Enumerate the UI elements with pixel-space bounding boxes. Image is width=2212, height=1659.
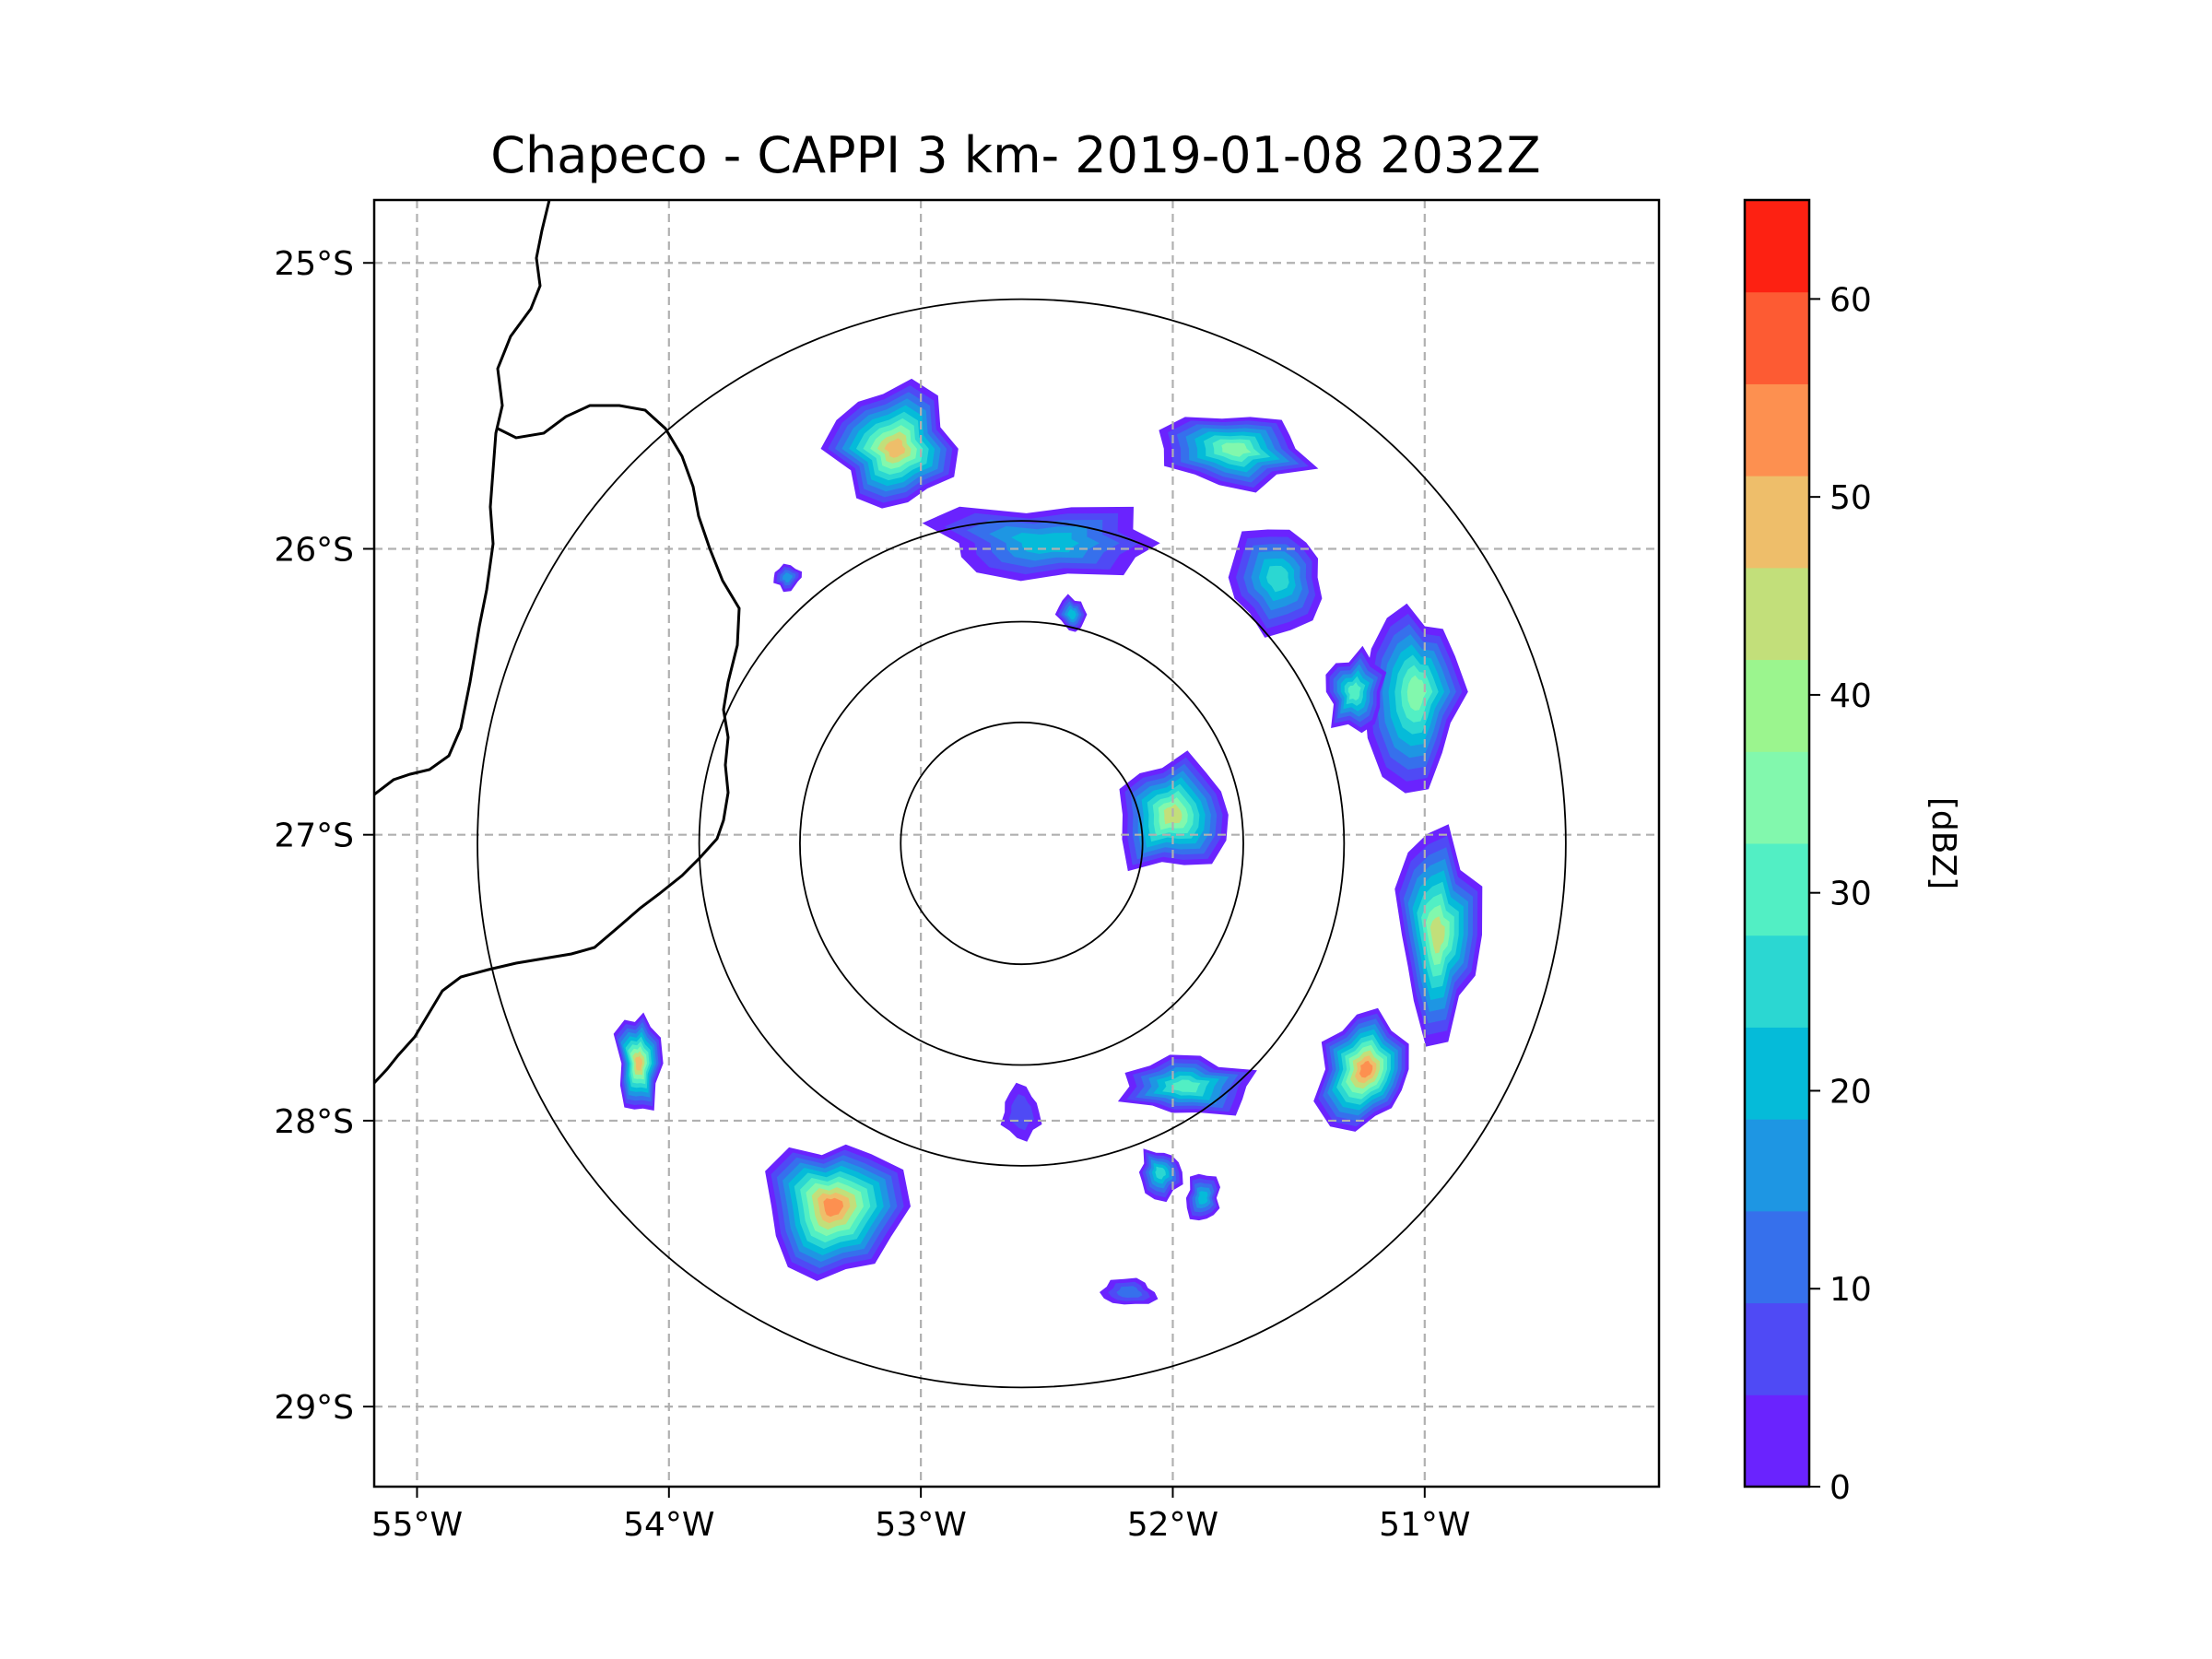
colorbar-segment xyxy=(1745,200,1809,293)
colorbar-tick-label: 10 xyxy=(1830,1271,1872,1309)
range-ring xyxy=(900,721,1144,966)
reflectivity-layer xyxy=(613,378,1483,1305)
echo-contour xyxy=(782,572,793,582)
colorbar-label: [dBZ] xyxy=(1924,797,1962,889)
colorbar-segment xyxy=(1745,1210,1809,1304)
colorbar-tick-label: 30 xyxy=(1830,876,1872,913)
colorbar-tick-label: 60 xyxy=(1830,281,1872,319)
echo-contour xyxy=(1198,1191,1208,1205)
chart-title: Chapeco - CAPPI 3 km- 2019-01-08 2032Z xyxy=(490,126,1540,184)
echo-contour xyxy=(634,1055,642,1071)
echo-contour xyxy=(1066,608,1077,620)
echo-cell xyxy=(1159,417,1319,493)
colorbar-segment xyxy=(1745,1119,1809,1212)
echo-contour xyxy=(1116,1286,1143,1298)
y-tick-label: 29°S xyxy=(274,1389,354,1427)
colorbar-segment xyxy=(1745,843,1809,936)
range-ring xyxy=(698,520,1346,1167)
colorbar-segment xyxy=(1745,1394,1809,1488)
colorbar-segment xyxy=(1745,476,1809,569)
graticule xyxy=(374,200,1659,1487)
y-axis-ticks: 25°S 26°S 27°S 28°S 29°S xyxy=(274,245,374,1427)
echo-contour xyxy=(1430,916,1445,954)
x-tick-label: 55°W xyxy=(371,1506,463,1544)
echo-contour xyxy=(1406,675,1427,711)
map-background xyxy=(374,200,1659,1487)
map-area xyxy=(374,200,1659,1487)
colorbar-frame xyxy=(1743,198,1811,1488)
colorbar-tick-label: 0 xyxy=(1830,1469,1851,1507)
colorbar-tick-label: 50 xyxy=(1830,479,1872,517)
range-rings xyxy=(477,298,1567,1389)
y-tick-label: 26°S xyxy=(274,531,354,569)
political-borders xyxy=(374,200,741,1085)
colorbar-ticks: 0 10 20 30 40 50 60 xyxy=(1809,281,1872,1507)
echo-contour xyxy=(1347,682,1361,700)
colorbar-segment xyxy=(1745,291,1809,384)
echo-cell xyxy=(765,1144,911,1281)
y-tick-label: 27°S xyxy=(274,818,354,855)
y-tick-label: 28°S xyxy=(274,1103,354,1141)
echo-contour xyxy=(1266,565,1289,593)
echo-cell xyxy=(613,1012,664,1111)
x-tick-label: 52°W xyxy=(1127,1506,1218,1544)
echo-cell xyxy=(1185,1173,1220,1221)
echo-cell xyxy=(820,378,959,509)
echo-contour xyxy=(823,1197,844,1218)
x-tick-label: 51°W xyxy=(1379,1506,1470,1544)
x-tick-label: 54°W xyxy=(623,1506,714,1544)
echo-contour xyxy=(1221,442,1252,457)
echo-contour xyxy=(1155,1166,1166,1180)
range-ring xyxy=(799,620,1244,1066)
colorbar-segment xyxy=(1745,1302,1809,1395)
echo-contour xyxy=(1359,1060,1373,1078)
colorbar-segments xyxy=(1745,200,1809,1488)
colorbar-segment xyxy=(1745,383,1809,477)
colorbar: 0 10 20 30 40 50 60 [dBZ] xyxy=(1743,198,1962,1507)
echo-cell xyxy=(1100,1277,1159,1305)
x-axis-ticks: 55°W 54°W 53°W 52°W 51°W xyxy=(371,1487,1471,1544)
border-line-paraguay xyxy=(374,200,551,796)
echo-cell xyxy=(1228,529,1323,638)
border-line-argentina xyxy=(374,404,741,1085)
echo-cell xyxy=(1313,1007,1409,1132)
colorbar-segment xyxy=(1745,935,1809,1028)
echo-cell xyxy=(1054,594,1088,632)
echo-cell xyxy=(1117,1054,1257,1116)
echo-contour xyxy=(884,438,906,458)
colorbar-segment xyxy=(1745,1027,1809,1120)
map-frame xyxy=(372,198,1661,1488)
colorbar-segment xyxy=(1745,567,1809,661)
echo-cell xyxy=(773,563,802,593)
x-tick-label: 53°W xyxy=(875,1506,966,1544)
colorbar-segment xyxy=(1745,751,1809,844)
colorbar-tick-label: 40 xyxy=(1830,677,1872,715)
echo-cell xyxy=(1325,645,1387,734)
y-tick-label: 25°S xyxy=(274,245,354,283)
range-ring xyxy=(477,298,1567,1389)
colorbar-segment xyxy=(1745,659,1809,752)
echo-cell xyxy=(1394,824,1483,1047)
echo-cell xyxy=(1363,603,1468,794)
echo-contour xyxy=(1171,1079,1201,1093)
colorbar-tick-label: 20 xyxy=(1830,1073,1872,1111)
